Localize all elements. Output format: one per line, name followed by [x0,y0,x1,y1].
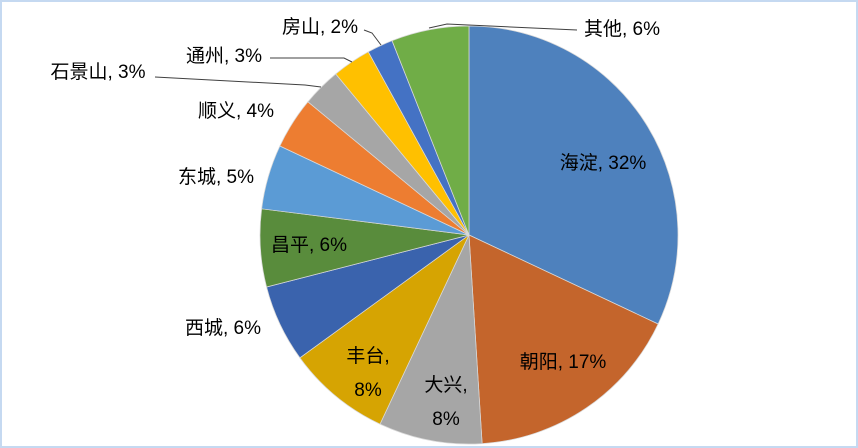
data-label-5: 昌平, 6% [271,235,347,256]
data-label-7: 顺义, 4% [198,100,274,122]
data-label-3: 丰台, 8% [346,345,389,401]
data-label-2: 大兴, 8% [424,374,467,430]
leader-line-11 [428,23,578,31]
data-labels: 海淀, 32% 朝阳, 17% 大兴, 8% 丰台, 8% 西城, 6% 昌平, 6% 东城, … [50,16,660,430]
pie-slices [259,25,679,445]
data-label-0: 海淀, 32% [560,152,647,174]
leader-line-10 [363,29,382,46]
pie-slice-3[interactable] [299,234,470,425]
data-label-10: 房山, 2% [282,16,358,38]
leader-line-8 [154,76,322,88]
leader-line-9 [270,57,353,63]
pie-slice-11[interactable] [391,25,470,236]
data-label-4: 西城, 6% [185,317,261,339]
pie-slice-2[interactable] [379,234,483,445]
data-label-1: 朝阳, 17% [520,351,607,373]
data-label-11: 其他, 6% [584,18,660,40]
data-label-6: 东城, 5% [178,166,254,188]
pie-slice-1[interactable] [468,234,659,444]
pie-slice-0[interactable] [468,25,679,325]
data-label-8: 石景山, 3% [50,61,145,83]
leader-lines [154,23,578,88]
data-label-9: 通州, 3% [186,45,262,67]
